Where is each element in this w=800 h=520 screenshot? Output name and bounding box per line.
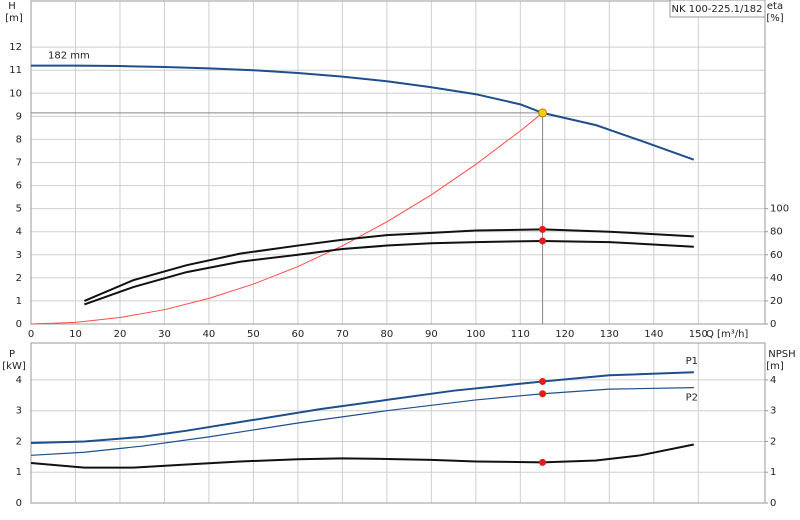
curve	[83, 228, 694, 302]
y-tick-label: 10	[9, 88, 22, 99]
point-marker	[539, 237, 547, 245]
x-tick-label: 30	[158, 329, 171, 340]
y2-tick-label: 20	[770, 296, 783, 307]
curve	[30, 387, 694, 456]
y-tick-label: 1	[16, 296, 22, 307]
x-axis-label: Q [m³/h]	[706, 329, 748, 340]
y-tick-label: 6	[16, 181, 22, 192]
y2-tick-label: 0	[770, 319, 776, 330]
x-tick-label: 40	[203, 329, 216, 340]
point-marker	[539, 458, 547, 466]
series-label: P2	[686, 393, 698, 404]
y-axis-unit: [kW]	[2, 361, 26, 372]
curve	[30, 371, 694, 444]
y-tick-label: 12	[9, 42, 22, 53]
y-tick-label: 9	[16, 111, 22, 122]
x-tick-label: 70	[336, 329, 349, 340]
y-tick-label: 3	[16, 250, 22, 261]
curve	[31, 64, 695, 161]
curve	[30, 112, 543, 325]
y-tick-label: 8	[16, 134, 22, 145]
y-tick-label: 0	[16, 319, 22, 330]
y2-tick-label: 60	[770, 250, 783, 261]
plot-frame	[30, 342, 766, 504]
y2-axis-label: eta	[767, 1, 783, 12]
point-marker	[539, 390, 547, 398]
title-box	[669, 0, 766, 18]
y-tick-label: 0	[16, 498, 22, 509]
y2-axis-unit: [m]	[766, 361, 784, 372]
y2-tick-label: 2	[770, 436, 776, 447]
y-tick-label: 11	[9, 65, 22, 76]
x-tick-label: 130	[600, 329, 619, 340]
x-tick-label: 140	[644, 329, 663, 340]
curve	[30, 443, 695, 469]
y2-tick-label: 4	[770, 375, 776, 386]
y-tick-label: 2	[16, 436, 22, 447]
y-tick-label: 3	[16, 406, 22, 417]
y2-tick-label: 100	[770, 204, 789, 215]
chart-title: NK 100-225.1/182	[672, 4, 763, 15]
y2-axis-unit: [%]	[766, 13, 783, 24]
duty-point	[538, 108, 548, 118]
x-tick-label: 20	[114, 329, 127, 340]
point-marker	[539, 377, 547, 385]
x-tick-label: 120	[555, 329, 574, 340]
y-tick-label: 7	[16, 158, 22, 169]
x-tick-label: 0	[28, 329, 34, 340]
y-tick-label: 1	[16, 467, 22, 478]
y2-tick-label: 40	[770, 273, 783, 284]
x-tick-label: 110	[511, 329, 530, 340]
y2-tick-label: 80	[770, 227, 783, 238]
x-tick-label: 100	[466, 329, 485, 340]
y-tick-label: 5	[16, 204, 22, 215]
x-tick-label: 150	[689, 329, 708, 340]
y-axis-label: P	[9, 349, 15, 360]
series-label: 182 mm	[48, 51, 90, 62]
y-tick-label: 4	[16, 227, 22, 238]
series-label: P1	[686, 356, 698, 367]
plot-frame	[30, 0, 766, 325]
y2-tick-label: 3	[770, 406, 776, 417]
point-marker	[539, 225, 547, 233]
y2-tick-label: 1	[770, 467, 776, 478]
x-tick-label: 80	[381, 329, 394, 340]
x-tick-label: 60	[292, 329, 305, 340]
y-axis-label: H	[8, 1, 16, 12]
y-axis-unit: [m]	[5, 13, 23, 24]
y2-axis-label: NPSH	[768, 349, 795, 360]
y-tick-label: 4	[16, 375, 22, 386]
curve	[84, 239, 694, 306]
y2-tick-label: 0	[770, 498, 776, 509]
x-tick-label: 50	[247, 329, 260, 340]
x-tick-label: 10	[69, 329, 82, 340]
x-tick-label: 90	[425, 329, 438, 340]
y-tick-label: 2	[16, 273, 22, 284]
